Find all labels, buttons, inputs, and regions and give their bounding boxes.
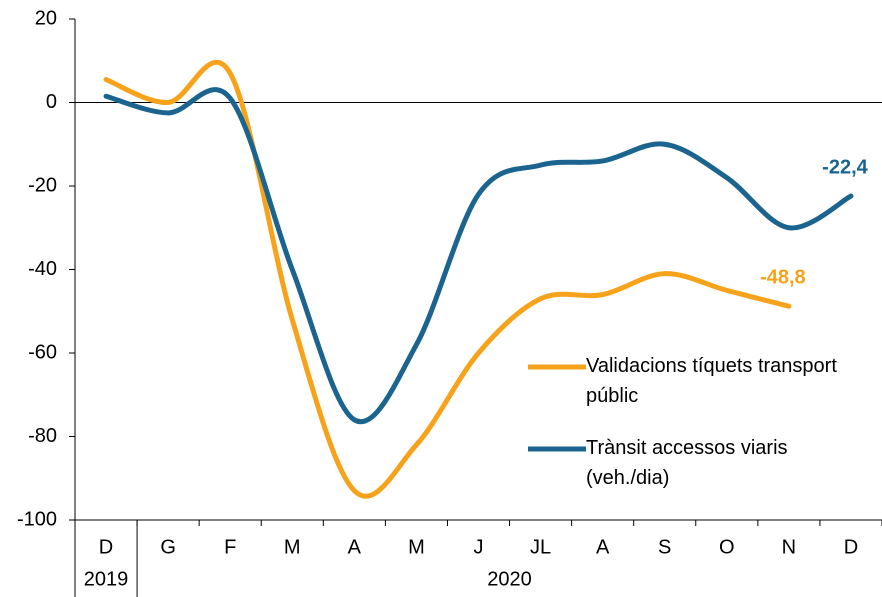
y-tick-label: -40 xyxy=(28,258,57,280)
x-tick-label: N xyxy=(782,536,796,558)
y-tick-label: -100 xyxy=(17,508,57,530)
legend-entry: Validacions tíquets transport públic xyxy=(586,355,837,407)
y-tick-label: -20 xyxy=(28,174,57,196)
x-tick-label: JL xyxy=(530,536,551,558)
x-tick-label: A xyxy=(596,536,610,558)
x-tick-label: M xyxy=(284,536,301,558)
year-label: 2019 xyxy=(84,568,129,590)
legend-label: Validacions tíquets transport públic xyxy=(586,355,837,407)
x-tick-label: O xyxy=(719,536,735,558)
data-label: -22,4 xyxy=(822,156,868,178)
x-tick-label: M xyxy=(408,536,425,558)
y-tick-label: -60 xyxy=(28,341,57,363)
x-tick-label: D xyxy=(99,536,113,558)
x-tick-label: G xyxy=(160,536,176,558)
y-tick-label: 20 xyxy=(35,7,57,29)
series-line xyxy=(103,59,792,499)
data-label: -48,8 xyxy=(760,267,806,289)
legend-entry: Trànsit accessos viaris (veh./dia) xyxy=(586,437,788,489)
y-tick-label: -80 xyxy=(28,425,57,447)
x-tick-label: F xyxy=(224,536,236,558)
x-tick-label: S xyxy=(658,536,671,558)
y-tick-label: 0 xyxy=(46,91,57,113)
year-label: 2020 xyxy=(487,568,532,590)
legend-label: Trànsit accessos viaris (veh./dia) xyxy=(586,437,788,489)
x-tick-label: D xyxy=(844,536,858,558)
x-tick-label: J xyxy=(474,536,484,558)
series-line xyxy=(103,87,854,425)
x-tick-label: A xyxy=(348,536,362,558)
